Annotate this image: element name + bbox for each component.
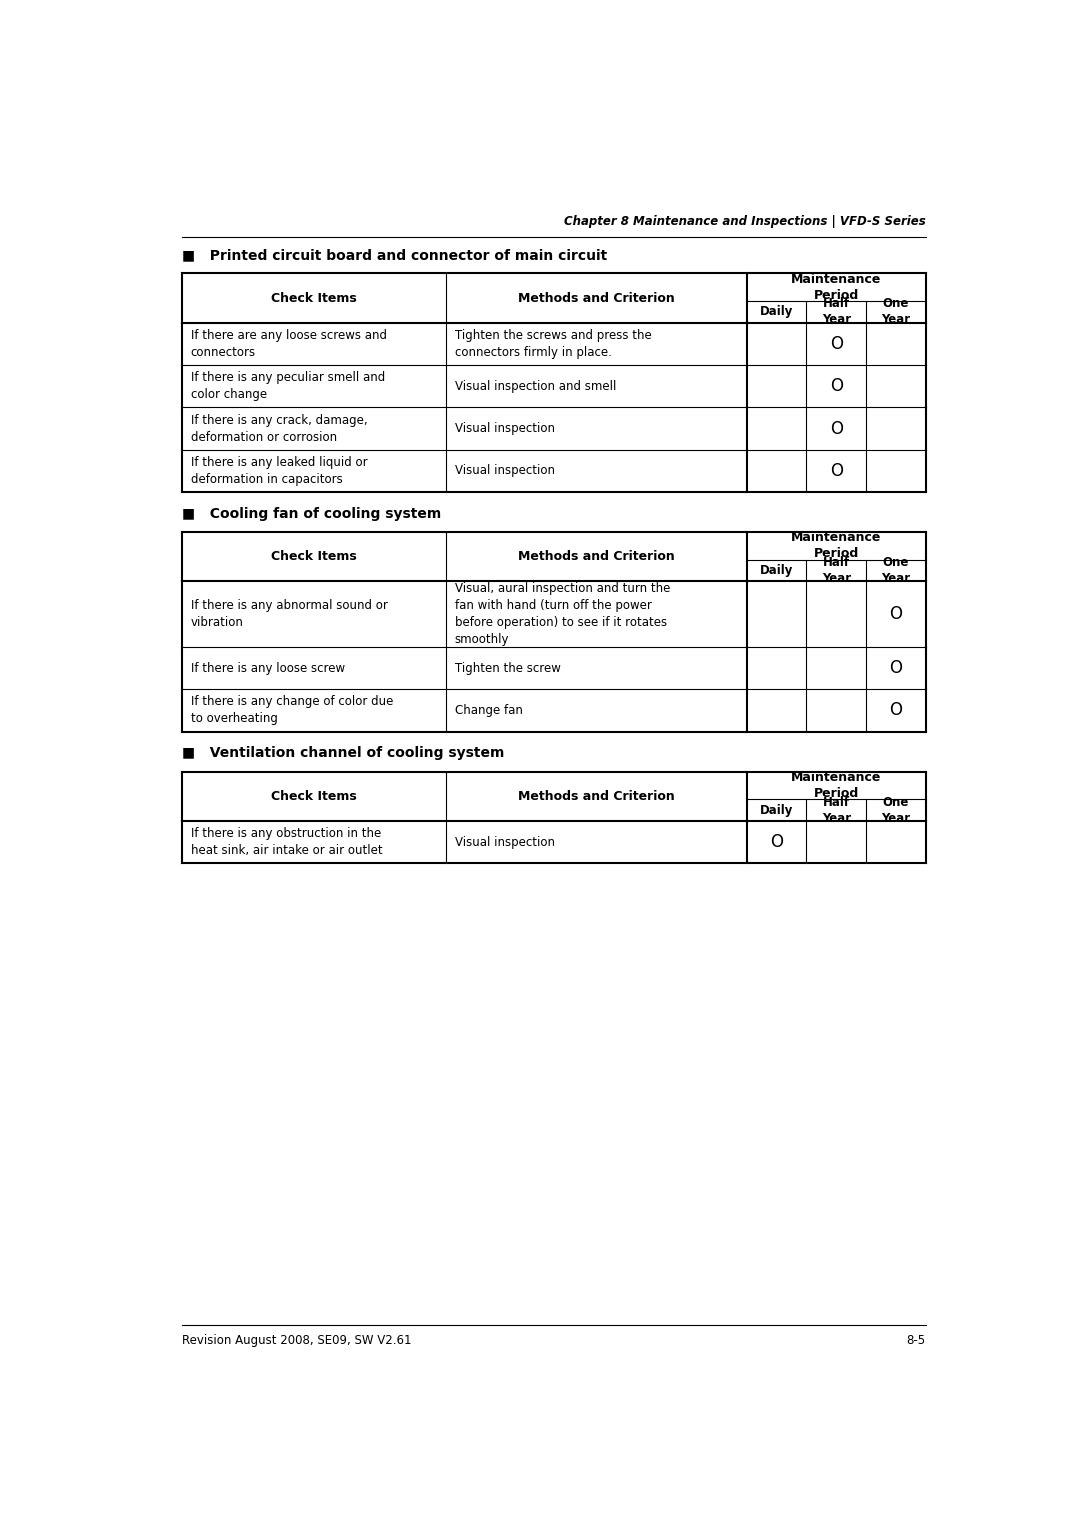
Text: O: O: [770, 833, 783, 851]
Text: If there is any obstruction in the
heat sink, air intake or air outlet: If there is any obstruction in the heat …: [191, 827, 382, 858]
Text: If there is any crack, damage,
deformation or corrosion: If there is any crack, damage, deformati…: [191, 414, 367, 443]
Text: Methods and Criterion: Methods and Criterion: [518, 790, 675, 802]
Text: Visual inspection: Visual inspection: [455, 465, 555, 477]
Text: O: O: [829, 377, 842, 396]
Text: 8-5: 8-5: [906, 1335, 926, 1347]
Text: O: O: [829, 334, 842, 353]
Text: Check Items: Check Items: [271, 291, 356, 305]
Text: If there is any abnormal sound or
vibration: If there is any abnormal sound or vibrat…: [191, 600, 388, 629]
Text: Tighten the screw: Tighten the screw: [455, 661, 561, 675]
Text: Half
Year: Half Year: [822, 796, 851, 825]
Text: Chapter 8 Maintenance and Inspections | VFD-S Series: Chapter 8 Maintenance and Inspections | …: [564, 215, 926, 227]
Text: Daily: Daily: [760, 565, 794, 577]
Text: If there is any peculiar smell and
color change: If there is any peculiar smell and color…: [191, 371, 386, 402]
Text: Check Items: Check Items: [271, 790, 356, 802]
Text: ■   Cooling fan of cooling system: ■ Cooling fan of cooling system: [181, 506, 441, 520]
Text: O: O: [829, 420, 842, 437]
Text: O: O: [829, 462, 842, 480]
Text: Daily: Daily: [760, 804, 794, 816]
Text: Methods and Criterion: Methods and Criterion: [518, 551, 675, 563]
Text: Half
Year: Half Year: [822, 298, 851, 327]
Text: One
Year: One Year: [881, 298, 910, 327]
Text: Half
Year: Half Year: [822, 557, 851, 584]
Text: Maintenance
Period: Maintenance Period: [791, 531, 881, 560]
Text: Revision August 2008, SE09, SW V2.61: Revision August 2008, SE09, SW V2.61: [181, 1335, 411, 1347]
Text: Methods and Criterion: Methods and Criterion: [518, 291, 675, 305]
Text: ■   Printed circuit board and connector of main circuit: ■ Printed circuit board and connector of…: [181, 249, 607, 262]
Text: Change fan: Change fan: [455, 704, 523, 716]
Text: Maintenance
Period: Maintenance Period: [791, 273, 881, 302]
Text: One
Year: One Year: [881, 557, 910, 584]
Text: Visual, aural inspection and turn the
fan with hand (turn off the power
before o: Visual, aural inspection and turn the fa…: [455, 581, 671, 646]
Text: O: O: [889, 660, 902, 676]
Text: If there is any change of color due
to overheating: If there is any change of color due to o…: [191, 695, 393, 726]
Text: One
Year: One Year: [881, 796, 910, 825]
Text: Daily: Daily: [760, 305, 794, 319]
Text: Check Items: Check Items: [271, 551, 356, 563]
Text: Visual inspection and smell: Visual inspection and smell: [455, 380, 617, 393]
Text: ■   Ventilation channel of cooling system: ■ Ventilation channel of cooling system: [181, 746, 504, 761]
Text: Visual inspection: Visual inspection: [455, 422, 555, 436]
Text: Tighten the screws and press the
connectors firmly in place.: Tighten the screws and press the connect…: [455, 328, 651, 359]
Text: If there is any leaked liquid or
deformation in capacitors: If there is any leaked liquid or deforma…: [191, 456, 367, 486]
Text: O: O: [889, 701, 902, 719]
Text: Maintenance
Period: Maintenance Period: [791, 772, 881, 799]
Text: Visual inspection: Visual inspection: [455, 836, 555, 848]
Text: O: O: [889, 604, 902, 623]
Text: If there are any loose screws and
connectors: If there are any loose screws and connec…: [191, 328, 387, 359]
Text: If there is any loose screw: If there is any loose screw: [191, 661, 345, 675]
